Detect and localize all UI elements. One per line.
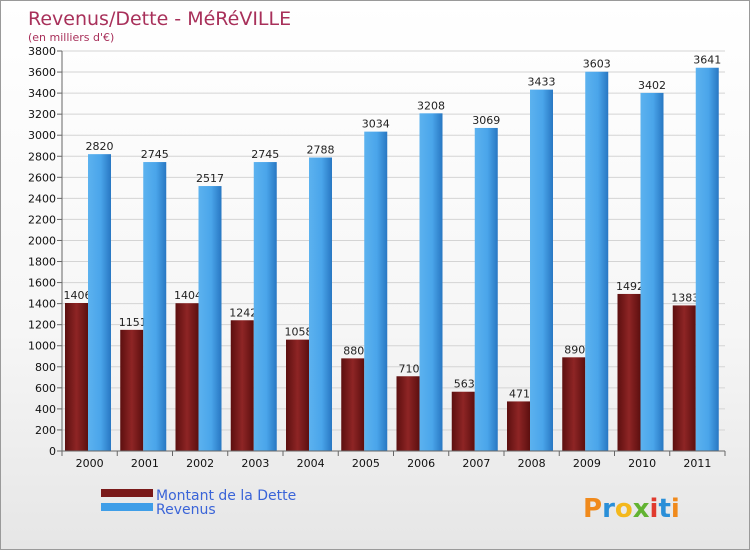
data-label-dette: 471: [509, 387, 530, 400]
y-tick-label: 2400: [28, 192, 56, 205]
data-label-dette: 1404: [174, 289, 202, 302]
data-label-revenus: 3034: [362, 118, 390, 131]
data-label-revenus: 3208: [417, 99, 445, 112]
data-label-dette: 880: [343, 344, 364, 357]
x-tick-label: 2003: [241, 457, 269, 470]
x-tick-label: 2009: [573, 457, 601, 470]
y-tick-label: 3400: [28, 87, 56, 100]
y-tick-label: 400: [35, 403, 56, 416]
y-axis: 0 200 400 600 800 1000 1200 1400 1600 1800 2000 220…: [28, 45, 63, 458]
x-tick-label: 2005: [352, 457, 380, 470]
bar-dette: [65, 303, 88, 451]
y-tick-label: 2800: [28, 150, 56, 163]
bar-dette: [617, 293, 641, 451]
bar-dette: [286, 339, 309, 451]
bar-dette: [672, 305, 696, 451]
y-tick-label: 600: [35, 382, 56, 395]
proxiti-logo: Proxiti: [583, 494, 680, 524]
legend-swatch-revenus: [101, 503, 153, 511]
legend-label-revenus: Revenus: [156, 502, 216, 518]
bar-revenus: [530, 89, 553, 451]
x-tick-label: 2010: [628, 457, 656, 470]
data-label-dette: 890: [564, 343, 585, 356]
data-label-revenus: 2517: [196, 172, 224, 185]
data-label-revenus: 2745: [141, 148, 169, 161]
data-label-revenus: 2745: [251, 148, 279, 161]
chart-title: Revenus/Dette - MéRéVILLE: [28, 8, 291, 30]
x-tick-label: 2007: [462, 457, 490, 470]
legend: Montant de la Dette Revenus: [101, 488, 296, 518]
y-tick-label: 1000: [28, 340, 56, 353]
data-label-dette: 563: [454, 378, 475, 391]
bar-revenus: [640, 92, 664, 451]
y-tick-label: 3800: [28, 45, 56, 58]
x-tick-label: 2011: [683, 457, 711, 470]
bar-revenus: [253, 162, 277, 452]
data-label-revenus: 3603: [583, 58, 611, 71]
data-label-revenus: 3069: [472, 114, 500, 127]
y-tick-label: 1200: [28, 319, 56, 332]
x-tick-label: 2001: [131, 457, 159, 470]
bar-revenus: [364, 131, 388, 451]
y-tick-label: 800: [35, 361, 56, 374]
x-axis: 2000 2001 2002 2003 2004 2005 2006 2007 2008 2009…: [61, 450, 726, 470]
bar-dette: [451, 391, 475, 451]
bar-revenus: [143, 162, 167, 452]
y-tick-label: 2200: [28, 213, 56, 226]
bars: 1406 2820 1151 2745 1404 2517 1242 2745 1058 2788…: [64, 54, 721, 452]
bar-revenus: [695, 67, 719, 451]
y-tick-label: 2000: [28, 234, 56, 247]
gridlines: [57, 50, 725, 452]
y-tick-label: 1800: [28, 256, 56, 269]
data-label-revenus: 3433: [528, 76, 556, 89]
bar-revenus: [309, 157, 332, 452]
legend-label-dette: Montant de la Dette: [156, 488, 296, 504]
data-label-dette: 710: [399, 362, 420, 375]
data-label-revenus: 2820: [86, 140, 114, 153]
bar-revenus: [585, 71, 609, 451]
bar-revenus: [474, 127, 498, 452]
y-tick-label: 1600: [28, 277, 56, 290]
bar-dette: [230, 320, 254, 451]
x-tick-label: 2002: [186, 457, 214, 470]
legend-swatch-dette: [101, 489, 153, 497]
bar-dette: [341, 358, 365, 451]
data-label-revenus: 2788: [307, 144, 335, 157]
bar-revenus: [198, 186, 222, 452]
bar-dette: [396, 376, 420, 451]
data-label-revenus: 3641: [693, 54, 721, 67]
y-tick-label: 3200: [28, 108, 56, 121]
data-label-dette: 1242: [229, 306, 257, 319]
bar-revenus: [88, 154, 111, 451]
bar-dette: [120, 329, 144, 451]
x-tick-label: 2000: [76, 457, 104, 470]
x-tick-label: 2006: [407, 457, 435, 470]
y-tick-label: 3000: [28, 129, 56, 142]
bar-dette: [562, 357, 586, 451]
data-label-dette: 1406: [64, 289, 92, 302]
data-label-dette: 1492: [616, 280, 644, 293]
y-tick-label: 0: [49, 445, 56, 458]
bar-revenus: [419, 113, 443, 451]
data-label-dette: 1383: [671, 291, 699, 304]
y-tick-label: 2600: [28, 171, 56, 184]
bar-dette: [507, 401, 530, 451]
x-tick-label: 2008: [518, 457, 546, 470]
y-tick-label: 3600: [28, 66, 56, 79]
chart-subtitle: (en milliers d'€): [28, 31, 114, 44]
bar-dette: [175, 303, 199, 451]
y-tick-label: 1400: [28, 298, 56, 311]
data-label-revenus: 3402: [638, 79, 666, 92]
data-label-dette: 1151: [119, 316, 147, 329]
y-tick-label: 200: [35, 424, 56, 437]
data-label-dette: 1058: [285, 326, 313, 339]
x-tick-label: 2004: [297, 457, 325, 470]
